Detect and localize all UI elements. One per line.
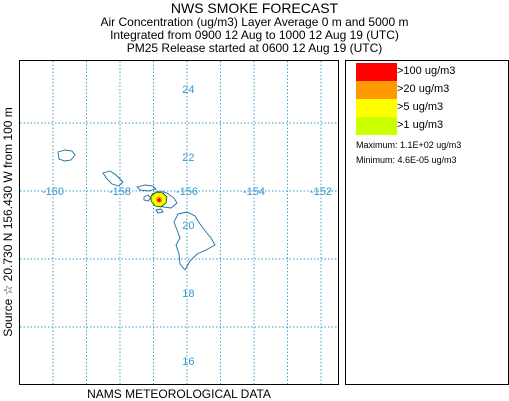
minimum-value: Minimum: 4.6E-05 ug/m3 (356, 155, 457, 165)
chart-title: NWS SMOKE FORECAST (170, 0, 339, 16)
legend-swatch (356, 99, 397, 117)
grid-label: -158 (109, 186, 131, 198)
legend-swatch (356, 117, 397, 135)
grid-label: 22 (182, 152, 194, 164)
grid-label: 18 (182, 288, 194, 300)
kahoolawe-island (155, 208, 164, 214)
molokai-island (136, 184, 157, 192)
coastlines (57, 149, 216, 271)
map-canvas: -160 -158 -156 -154 -152 24 22 20 18 16 (20, 61, 338, 384)
legend-label: >5 ug/m3 (397, 101, 444, 113)
legend-label: >20 ug/m3 (397, 83, 450, 95)
subtitle-line-1: Air Concentration (ug/m3) Layer Average … (100, 15, 409, 29)
big-island (173, 211, 216, 271)
plume-contour-100 (157, 198, 161, 202)
grid-label: -156 (176, 186, 198, 198)
source-location-label: Source ☆ 20.730 N 156.430 W from 100 m (1, 107, 15, 337)
grid-label: -160 (42, 186, 64, 198)
maximum-value: Maximum: 1.1E+02 ug/m3 (356, 140, 462, 150)
meteorological-data-label: NAMS METEOROLOGICAL DATA (87, 387, 271, 401)
grid-label: 16 (182, 356, 194, 368)
grid-label: 20 (182, 220, 194, 232)
legend-swatch (356, 63, 397, 81)
lanai-island (143, 194, 152, 202)
legend-label: >100 ug/m3 (397, 65, 456, 77)
plume-outline (150, 191, 168, 208)
grid-label: 24 (182, 84, 194, 96)
legend-label: >1 ug/m3 (397, 119, 444, 131)
graticule: -160 -158 -156 -154 -152 24 22 20 18 16 (20, 61, 338, 384)
subtitle-line-2: Integrated from 0900 12 Aug to 1000 12 A… (110, 28, 399, 42)
map-panel: -160 -158 -156 -154 -152 24 22 20 18 16 (19, 60, 339, 385)
oahu-island (102, 170, 124, 187)
legend-swatch (356, 81, 397, 99)
kauai-island (57, 149, 76, 162)
legend-panel: >100 ug/m3 >20 ug/m3 >5 ug/m3 >1 ug/m3 M… (345, 60, 509, 385)
subtitle-line-3: PM25 Release started at 0600 12 Aug 19 (… (126, 41, 383, 55)
grid-label: -152 (310, 186, 332, 198)
grid-label: -154 (243, 186, 265, 198)
smoke-plume (150, 191, 168, 208)
